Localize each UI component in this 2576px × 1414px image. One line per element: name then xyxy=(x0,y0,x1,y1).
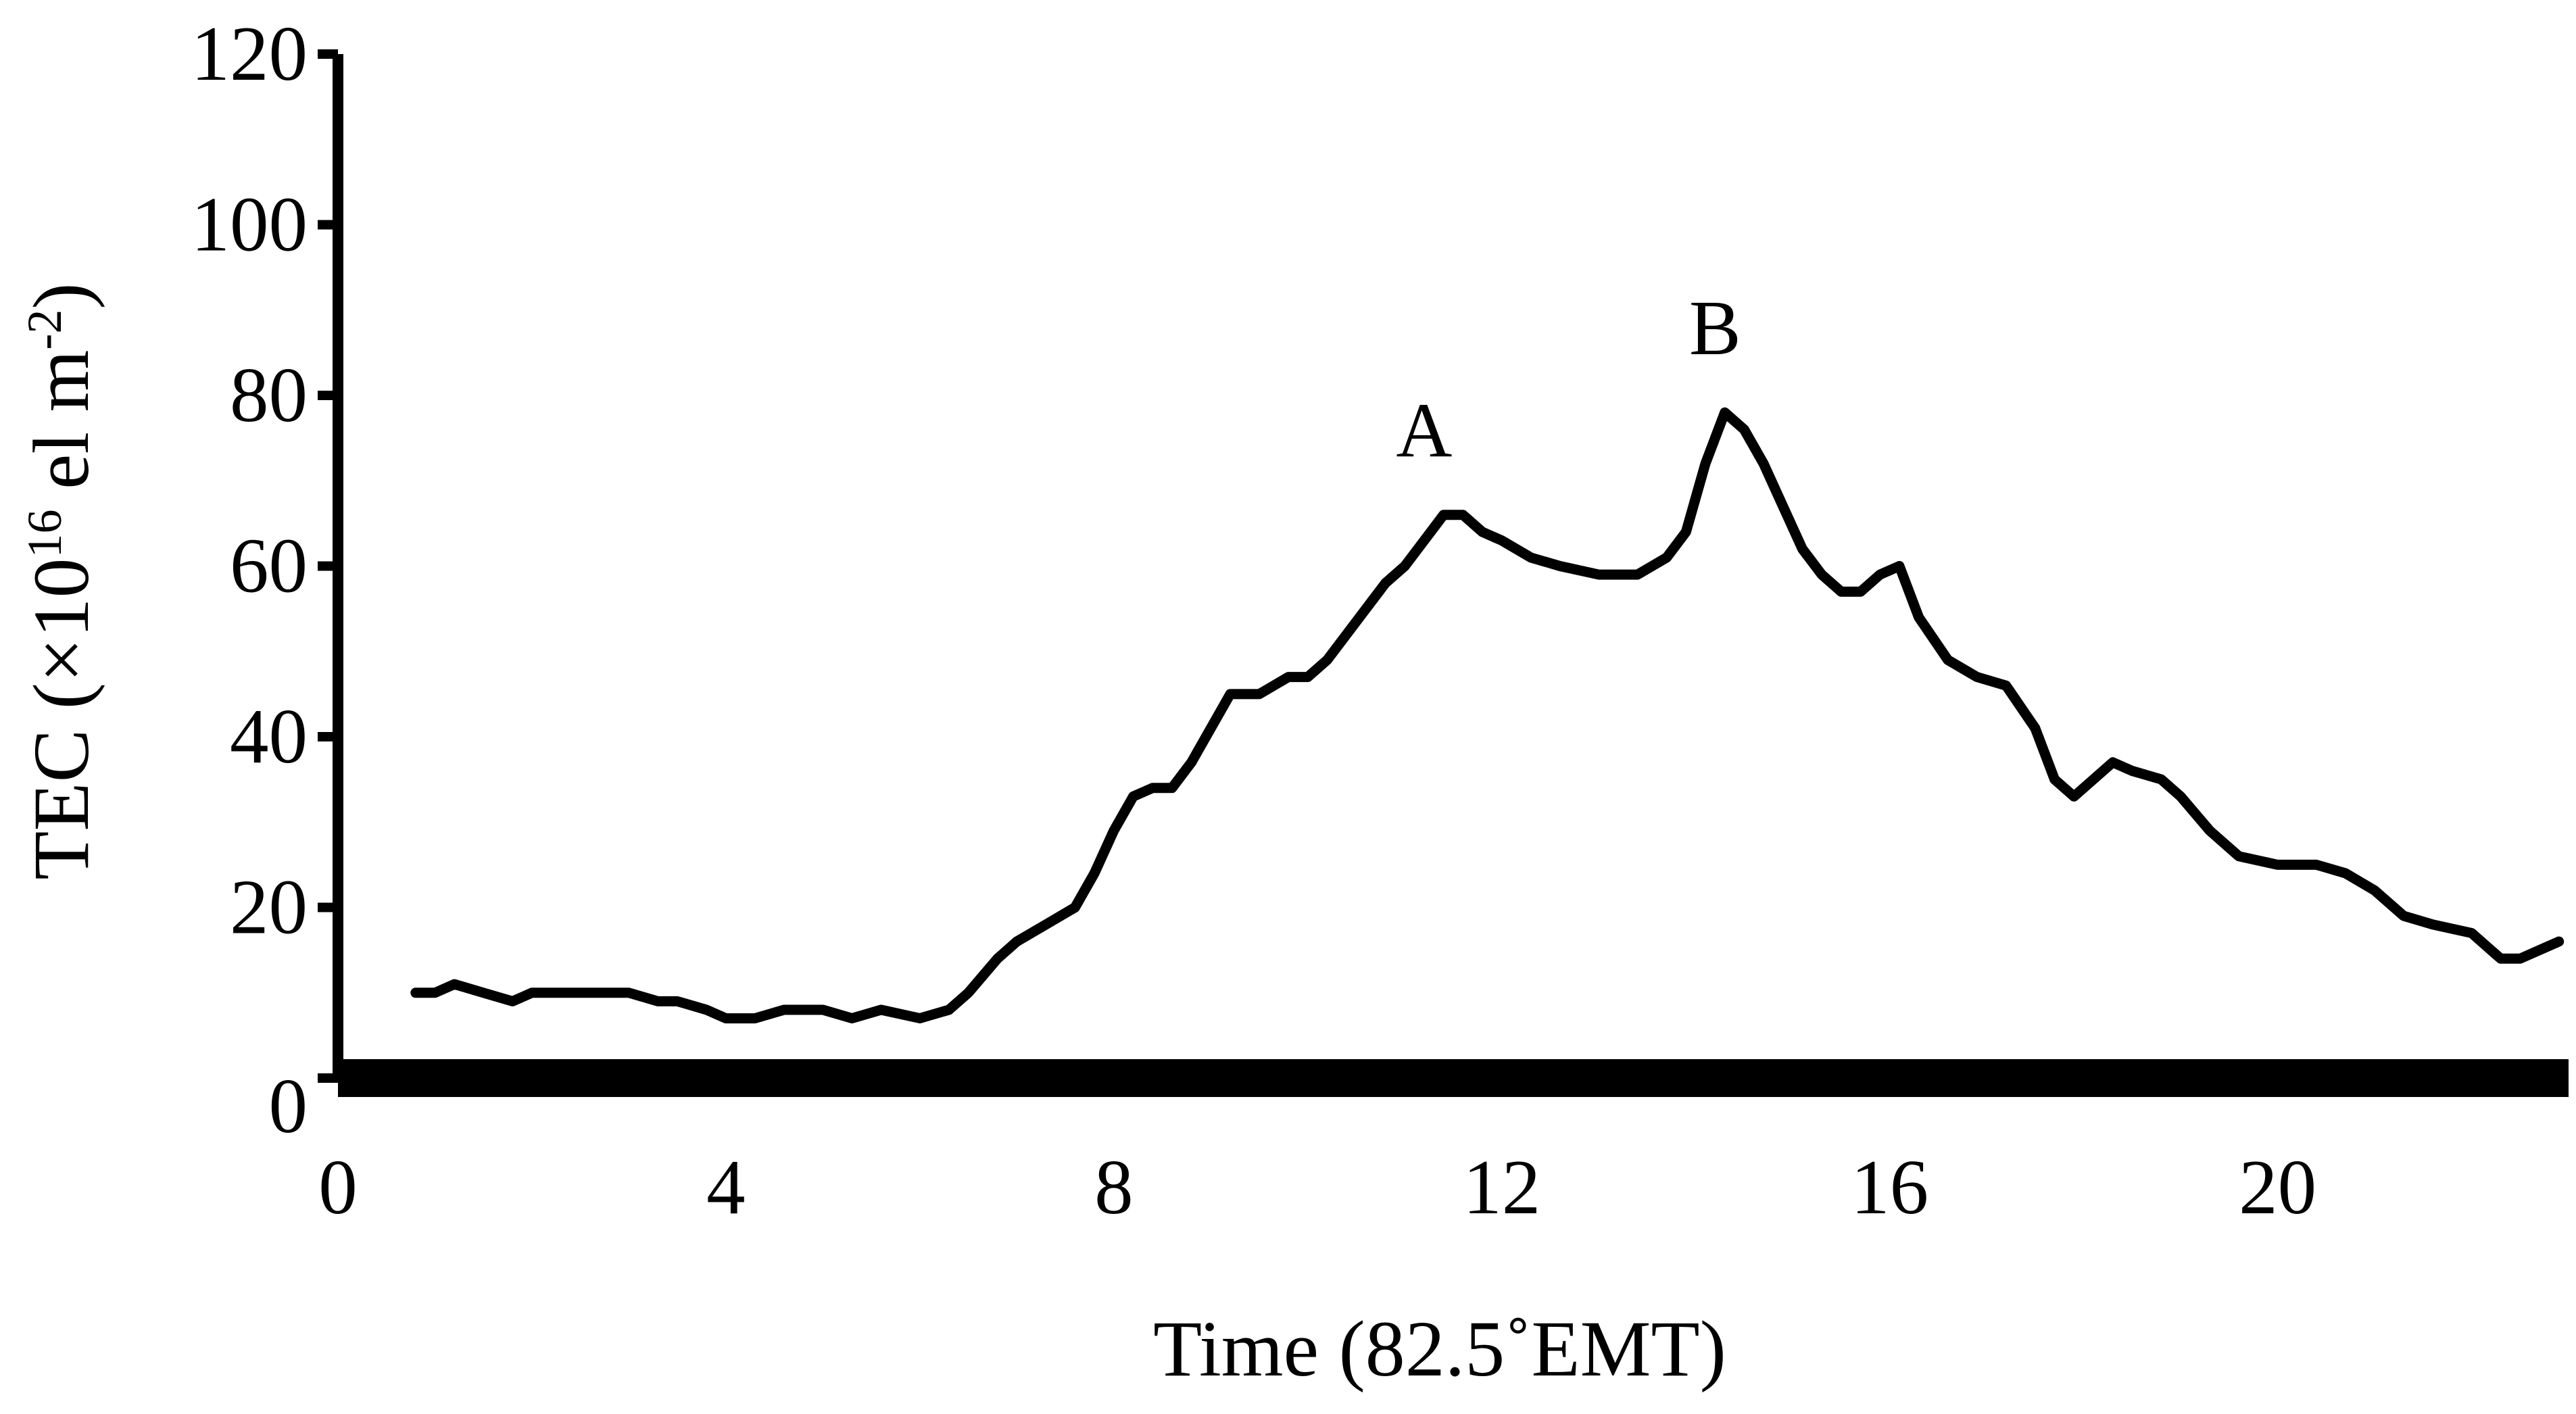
y-tick-label: 60 xyxy=(230,523,308,609)
x-tick-label: 16 xyxy=(1851,1144,1928,1230)
y-tick-label: 40 xyxy=(230,693,308,779)
y-axis-label-exponent-2: -2 xyxy=(18,310,72,350)
y-tick-label: 100 xyxy=(191,182,308,268)
x-axis-ticks: 0 4 8 12 16 20 xyxy=(318,1144,2316,1230)
y-tick-label: 120 xyxy=(191,11,308,97)
y-axis-label-middle: el m xyxy=(17,350,105,510)
y-tick-label: 0 xyxy=(269,1063,308,1149)
x-tick-label: 12 xyxy=(1463,1144,1540,1230)
y-tick-label: 80 xyxy=(230,352,308,438)
x-tick-label: 4 xyxy=(706,1144,746,1230)
x-tick-label: 8 xyxy=(1094,1144,1134,1230)
x-axis-bar xyxy=(338,1059,2569,1097)
tec-series-line xyxy=(410,407,2565,1024)
y-axis-label: TEC (×1016 el m-2) xyxy=(17,283,105,879)
y-axis-label-prefix: TEC (×10 xyxy=(17,558,105,880)
x-axis-label: Time (82.5˚EMT) xyxy=(1153,1305,1726,1393)
x-tick-label: 0 xyxy=(318,1144,358,1230)
x-tick-label: 20 xyxy=(2239,1144,2316,1230)
y-axis-label-suffix: ) xyxy=(17,283,105,309)
y-tick-label: 20 xyxy=(230,864,308,950)
peak-annotation-a: A xyxy=(1396,388,1452,474)
peak-annotations: AB xyxy=(1396,285,1741,474)
y-axis-label-exponent-1: 16 xyxy=(18,510,72,558)
peak-annotation-b: B xyxy=(1689,285,1741,371)
y-axis-ticks: 0 20 40 60 80 100 120 xyxy=(191,11,338,1149)
